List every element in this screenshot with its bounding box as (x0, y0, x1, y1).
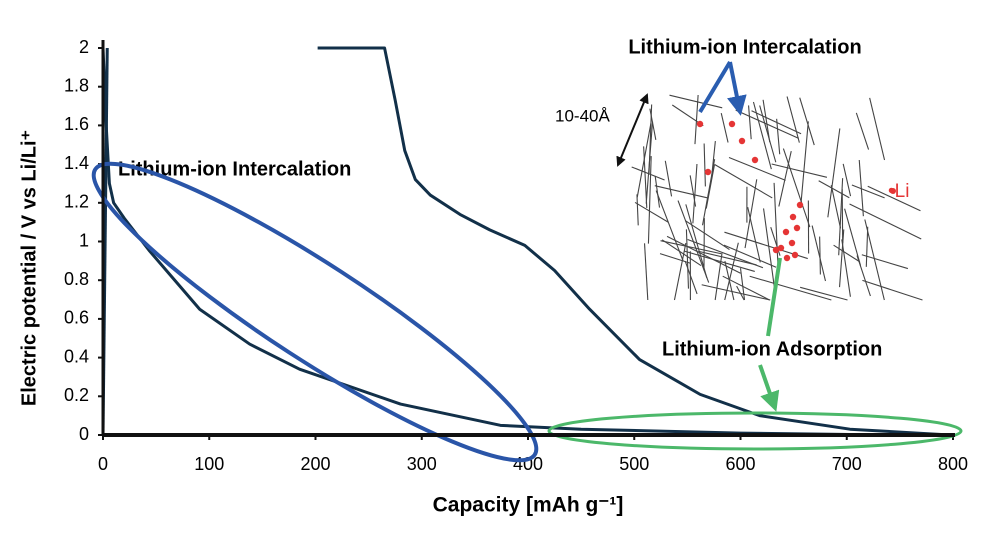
li-dot (790, 214, 796, 220)
li-dot (794, 225, 800, 231)
y-tick-label: 1.4 (64, 153, 89, 173)
graphene-sheet (828, 128, 840, 217)
graphene-sheet (736, 110, 799, 138)
graphene-sheet (820, 237, 821, 275)
graphene-sheet (812, 226, 825, 281)
scale-arrow (618, 95, 647, 165)
graphene-sheet (819, 181, 850, 198)
graphene-sheet (686, 229, 688, 288)
graphene-sheet (749, 105, 752, 139)
y-tick-label: 0.6 (64, 308, 89, 328)
annotation: Lithium-ion Adsorption (662, 338, 882, 360)
annotation: Lithium-ion Intercalation (118, 158, 351, 180)
scale-label: 10-40Å (555, 106, 610, 125)
blue-arrow (700, 62, 740, 112)
graphene-sheet (772, 164, 827, 177)
annotation: Lithium-ion Intercalation (628, 36, 861, 58)
y-tick-label: 2 (79, 37, 89, 57)
y-axis-label: Electric potential / V vs Li/Li⁺ (18, 130, 40, 406)
graphene-sheet (655, 186, 707, 198)
graphene-sheet (704, 144, 705, 187)
li-dot (784, 255, 790, 261)
x-tick-label: 600 (725, 454, 755, 474)
x-tick-label: 0 (98, 454, 108, 474)
graphene-sheet (843, 164, 850, 196)
li-dot (789, 240, 795, 246)
graphene-sheet (637, 194, 638, 225)
graphene-sheet (685, 221, 729, 250)
graphene-sheet (842, 239, 851, 296)
graphene-sheet (801, 121, 808, 202)
graphene-sheet (862, 280, 922, 300)
y-tick-label: 0.8 (64, 269, 89, 289)
graphene-sheet (670, 95, 723, 108)
li-dot (729, 121, 735, 127)
graphene-sheet (645, 243, 648, 300)
graphene-sheet (685, 261, 697, 294)
graphene-sheet (870, 98, 885, 160)
x-tick-label: 300 (407, 454, 437, 474)
y-tick-label: 0 (79, 424, 89, 444)
curve (318, 48, 950, 435)
x-tick-label: 800 (938, 454, 968, 474)
x-tick-label: 500 (619, 454, 649, 474)
graphene-sheet (783, 149, 809, 228)
graphene-sheet (850, 204, 922, 239)
graphene-sheet (702, 285, 771, 300)
li-dot (783, 229, 789, 235)
li-dot (752, 157, 758, 163)
li-dot (705, 169, 711, 175)
graphene-sheet (665, 161, 671, 197)
graphene-sheet (714, 164, 772, 198)
graphene-sheet (661, 241, 722, 254)
graphene-sheet (635, 202, 668, 222)
li-dot (739, 138, 745, 144)
li-dot (773, 247, 779, 253)
x-tick-label: 400 (513, 454, 543, 474)
graphene-sheet (748, 207, 761, 262)
curve (103, 48, 889, 435)
y-tick-label: 1 (79, 230, 89, 250)
x-tick-label: 700 (832, 454, 862, 474)
graphene-sheet (856, 113, 868, 150)
x-tick-label: 200 (300, 454, 330, 474)
graphene-sheet (721, 113, 728, 142)
y-tick-label: 1.8 (64, 75, 89, 95)
li-dot (792, 252, 798, 258)
x-tick-label: 100 (194, 454, 224, 474)
y-tick-label: 0.4 (64, 346, 89, 366)
li-dot (797, 202, 803, 208)
li-label: •Li (888, 181, 909, 202)
li-dot (697, 121, 703, 127)
graphene-sheet (862, 255, 908, 269)
y-tick-label: 1.6 (64, 114, 89, 134)
highlight-ellipse (69, 129, 561, 495)
y-tick-label: 0.2 (64, 385, 89, 405)
x-axis-label: Capacity [mAh g⁻¹] (433, 494, 624, 517)
y-tick-label: 1.2 (64, 192, 89, 212)
graphene-sheet (774, 183, 778, 267)
graphene-sheet (655, 176, 659, 208)
graphene-sheet (695, 95, 698, 144)
graphene-sheet (840, 229, 844, 287)
